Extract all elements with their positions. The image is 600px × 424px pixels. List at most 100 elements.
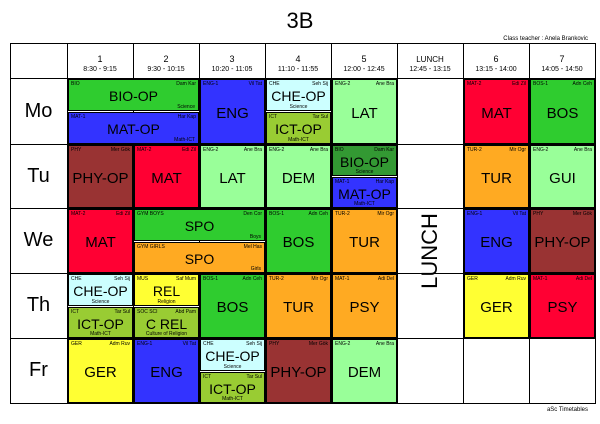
period-number: 3	[229, 54, 235, 64]
lesson-group-code: PHY	[533, 211, 544, 217]
lesson-subject: TUR	[283, 299, 314, 316]
lesson-cell[interactable]: GER Adm Ruv GER	[464, 274, 529, 338]
lesson-subject: LAT	[219, 170, 246, 187]
lesson-cell[interactable]: MAT-1 Adi Del PSY	[530, 274, 595, 338]
lesson-cell[interactable]: ENG-1 Vil Tat ENG	[464, 209, 529, 273]
period-time: 12:45 - 13:15	[409, 66, 451, 73]
lesson-note: Math-ICT	[174, 137, 195, 143]
lesson-cell[interactable]: ICT Tar Sul ICT-OP Math-ICT	[200, 372, 265, 403]
period-time: 12:00 - 12:45	[343, 66, 385, 73]
lesson-teacher: Har Kap	[375, 179, 394, 185]
lesson-teacher: Den Cor	[243, 211, 262, 217]
lesson-cell[interactable]: GYM BOYS Den Cor SPO Boys	[134, 209, 265, 241]
lesson-subject: GUI	[549, 170, 576, 187]
lesson-cell[interactable]: MAT-2 Edi Zil MAT	[68, 209, 133, 273]
lesson-cell[interactable]: BIO Dam Kar BIO-OP Science	[332, 145, 397, 176]
day-label: We	[23, 229, 54, 251]
period-number: 4	[295, 54, 301, 64]
lesson-subject: BOS	[546, 105, 579, 122]
grid-vline	[133, 43, 134, 404]
lesson-note: Girls	[250, 266, 261, 272]
lesson-subject: MAT	[85, 234, 116, 251]
lesson-teacher: Edi Zil	[512, 81, 526, 87]
lesson-cell[interactable]: ENG-1 Vil Tat ENG	[134, 339, 199, 403]
lesson-cell[interactable]: ENG-2 Ane Bra GUI	[530, 145, 595, 208]
lesson-cell[interactable]: TUR-2 Mir Ogr TUR	[332, 209, 397, 273]
lesson-cell[interactable]: GYM GIRLS Mel Has SPO Girls	[134, 242, 265, 273]
lesson-cell[interactable]: BOS-1 Adn Ceh BOS	[200, 274, 265, 338]
lesson-subject: BOS	[216, 299, 249, 316]
lesson-cell[interactable]: MAT-1 Adi Del PSY	[332, 274, 397, 338]
lesson-teacher: Mir Ogr	[509, 147, 526, 153]
lesson-cell[interactable]: ICT Tar Sul ICT-OP Math-ICT	[68, 307, 133, 338]
lesson-teacher: Ane Bra	[375, 341, 394, 347]
lesson-cell[interactable]: ENG-2 Ane Bra DEM	[332, 339, 397, 403]
lesson-cell[interactable]: PHY Mer Gök PHY-OP	[530, 209, 595, 273]
lesson-cell[interactable]: CHE Seh Sij CHE-OP Science	[266, 79, 331, 111]
lesson-cell[interactable]: PHY Mer Gök PHY-OP	[68, 145, 133, 208]
lesson-cell[interactable]: TUR-2 Mir Ogr TUR	[266, 274, 331, 338]
lesson-cell[interactable]: MAT-2 Edi Zil MAT	[134, 145, 199, 208]
lesson-group-code: MAT-1	[335, 179, 350, 185]
lesson-cell[interactable]: MUS Saf Mum REL Religion	[134, 274, 199, 306]
lesson-teacher: Tar Sul	[246, 374, 262, 380]
lesson-cell[interactable]: BOS-1 Adn Ceh BOS	[530, 79, 595, 144]
lesson-group-code: CHE	[203, 341, 214, 347]
lesson-teacher: Mer Gök	[572, 211, 592, 217]
grid-vline	[397, 43, 398, 404]
lesson-cell[interactable]: ENG-1 Vil Tat ENG	[200, 79, 265, 144]
lesson-group-code: BIO	[71, 81, 80, 87]
lesson-group-code: GYM GIRLS	[137, 244, 165, 250]
lesson-cell[interactable]: PHY Mer Gök PHY-OP	[266, 339, 331, 403]
lesson-cell[interactable]: ENG-2 Ane Bra DEM	[266, 145, 331, 208]
grid-vline	[529, 43, 530, 404]
grid-vline	[265, 43, 266, 404]
period-number: 5	[361, 54, 367, 64]
lesson-subject: ENG	[216, 105, 249, 122]
lesson-subject: ICT-OP	[275, 121, 322, 137]
lesson-cell[interactable]: CHE Seh Sij CHE-OP Science	[68, 274, 133, 306]
lesson-group-code: MAT-2	[467, 81, 482, 87]
lesson-group-code: ENG-2	[269, 147, 285, 153]
lesson-subject: DEM	[281, 170, 316, 187]
lesson-cell[interactable]: SOC SCI Abd Pam C REL Culture of Religion	[134, 307, 199, 338]
lesson-teacher: Vil Tat	[512, 211, 526, 217]
lesson-cell[interactable]: TUR-2 Mir Ogr TUR	[464, 145, 529, 208]
day-label: Mo	[24, 99, 53, 122]
lesson-group-code: MUS	[137, 276, 149, 282]
lesson-cell[interactable]: ENG-2 Ane Bra LAT	[200, 145, 265, 208]
lesson-teacher: Har Kap	[177, 114, 196, 120]
lesson-subject: GER	[480, 299, 513, 316]
lesson-cell[interactable]: MAT-1 Har Kap MAT-OP Math-ICT	[68, 112, 199, 144]
lesson-cell[interactable]: BOS-1 Adn Ceh BOS	[266, 209, 331, 273]
grid-hline	[10, 208, 596, 209]
lesson-group-code: BIO	[335, 147, 344, 153]
lesson-group-code: TUR-2	[335, 211, 350, 217]
lesson-subject: PSY	[547, 299, 578, 316]
lesson-group-code: BOS-1	[269, 211, 285, 217]
period-time: 11:10 - 11:55	[277, 66, 319, 73]
lesson-cell[interactable]: GER Adm Ruv GER	[68, 339, 133, 403]
lesson-teacher: Ane Bra	[309, 147, 328, 153]
lesson-cell[interactable]: CHE Seh Sij CHE-OP Science	[200, 339, 265, 371]
lesson-cell[interactable]: BIO Dam Kar BIO-OP Science	[68, 79, 199, 111]
period-time: 10:20 - 11:05	[211, 66, 253, 73]
lesson-cell[interactable]: ENG-2 Ane Bra LAT	[332, 79, 397, 144]
lesson-group-code: ENG-1	[203, 81, 219, 87]
lesson-teacher: Mel Has	[243, 244, 262, 250]
grid-vline	[10, 43, 11, 404]
class-title: 3B	[286, 8, 314, 33]
lesson-group-code: ENG-2	[335, 341, 351, 347]
lesson-cell[interactable]: ICT Tar Sul ICT-OP Math-ICT	[266, 112, 331, 144]
period-header: 6 13:15 - 14:00	[463, 43, 529, 78]
lesson-group-code: ICT	[71, 309, 80, 315]
lesson-group-code: CHE	[269, 81, 280, 87]
lesson-teacher: Vil Tat	[182, 341, 196, 347]
lesson-cell[interactable]: MAT-2 Edi Zil MAT	[464, 79, 529, 144]
lesson-teacher: Seh Sij	[312, 81, 328, 87]
grid-vline	[331, 43, 332, 404]
lesson-cell[interactable]: MAT-1 Har Kap MAT-OP Math-ICT	[332, 177, 397, 208]
day-label: Fr	[29, 359, 48, 381]
lesson-group-code: MAT-2	[137, 147, 152, 153]
period-time: 9:30 - 10:15	[147, 66, 185, 73]
